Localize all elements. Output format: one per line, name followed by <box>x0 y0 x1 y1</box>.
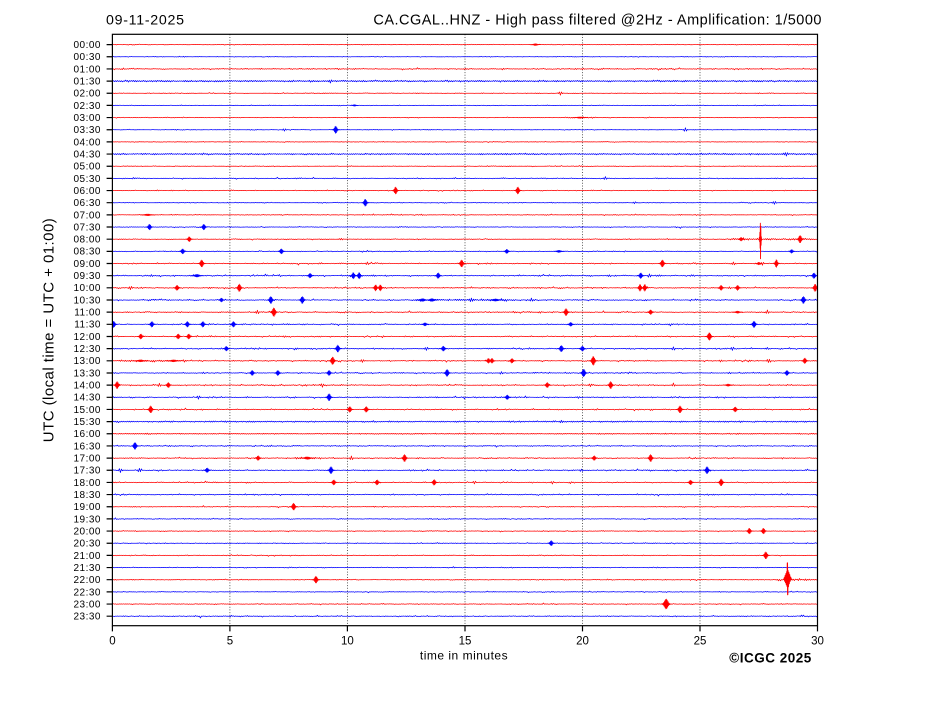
svg-text:25: 25 <box>694 636 707 648</box>
svg-text:CA.CGAL..HNZ - High pass filte: CA.CGAL..HNZ - High pass filtered @2Hz -… <box>373 13 822 29</box>
svg-text:16:30: 16:30 <box>73 441 101 452</box>
svg-text:04:30: 04:30 <box>73 150 101 161</box>
svg-text:04:00: 04:00 <box>73 137 101 148</box>
svg-text:17:30: 17:30 <box>73 466 101 477</box>
svg-text:06:30: 06:30 <box>73 198 101 209</box>
svg-text:21:00: 21:00 <box>73 551 101 562</box>
svg-text:17:00: 17:00 <box>73 454 101 465</box>
svg-text:15: 15 <box>459 636 472 648</box>
svg-text:12:00: 12:00 <box>73 332 101 343</box>
svg-text:09:30: 09:30 <box>73 271 101 282</box>
svg-text:19:00: 19:00 <box>73 502 101 513</box>
svg-text:22:30: 22:30 <box>73 587 101 598</box>
svg-text:11:30: 11:30 <box>74 320 101 331</box>
svg-text:15:00: 15:00 <box>73 405 101 416</box>
svg-text:00:00: 00:00 <box>73 40 101 51</box>
svg-text:UTC (local time = UTC + 01:00): UTC (local time = UTC + 01:00) <box>41 218 58 442</box>
svg-text:23:30: 23:30 <box>73 612 101 623</box>
svg-text:03:00: 03:00 <box>73 113 101 124</box>
svg-text:10:00: 10:00 <box>73 283 101 294</box>
svg-text:20:00: 20:00 <box>73 527 101 538</box>
svg-text:time in minutes: time in minutes <box>420 649 508 663</box>
svg-text:00:30: 00:30 <box>73 52 101 63</box>
svg-text:13:30: 13:30 <box>73 368 101 379</box>
svg-text:5: 5 <box>227 636 233 648</box>
svg-text:14:00: 14:00 <box>73 381 101 392</box>
svg-text:13:00: 13:00 <box>73 356 101 367</box>
svg-text:07:30: 07:30 <box>73 222 101 233</box>
svg-text:22:00: 22:00 <box>73 575 101 586</box>
svg-text:07:00: 07:00 <box>73 210 101 221</box>
svg-text:03:30: 03:30 <box>73 125 101 136</box>
svg-text:05:30: 05:30 <box>73 174 101 185</box>
svg-text:15:30: 15:30 <box>73 417 101 428</box>
svg-text:08:00: 08:00 <box>73 235 101 246</box>
svg-text:23:00: 23:00 <box>73 599 101 610</box>
svg-text:02:30: 02:30 <box>73 101 101 112</box>
svg-text:19:30: 19:30 <box>73 514 101 525</box>
svg-text:01:00: 01:00 <box>73 64 101 75</box>
svg-text:09-11-2025: 09-11-2025 <box>106 13 185 29</box>
svg-text:06:00: 06:00 <box>73 186 101 197</box>
svg-text:20: 20 <box>576 636 589 648</box>
svg-text:08:30: 08:30 <box>73 247 101 258</box>
svg-text:09:00: 09:00 <box>73 259 101 270</box>
svg-text:18:30: 18:30 <box>73 490 101 501</box>
svg-text:0: 0 <box>109 636 115 648</box>
svg-text:02:00: 02:00 <box>73 89 101 100</box>
svg-text:12:30: 12:30 <box>73 344 101 355</box>
svg-text:©ICGC 2025: ©ICGC 2025 <box>729 651 811 666</box>
svg-text:11:00: 11:00 <box>74 308 101 319</box>
svg-text:21:30: 21:30 <box>73 563 101 574</box>
svg-text:10:30: 10:30 <box>73 295 101 306</box>
svg-text:01:30: 01:30 <box>73 77 101 88</box>
svg-text:14:30: 14:30 <box>73 393 101 404</box>
svg-text:18:00: 18:00 <box>73 478 101 489</box>
svg-text:05:00: 05:00 <box>73 162 101 173</box>
svg-text:16:00: 16:00 <box>73 429 101 440</box>
svg-text:30: 30 <box>811 636 824 648</box>
svg-text:10: 10 <box>341 636 354 648</box>
svg-text:20:30: 20:30 <box>73 539 101 550</box>
